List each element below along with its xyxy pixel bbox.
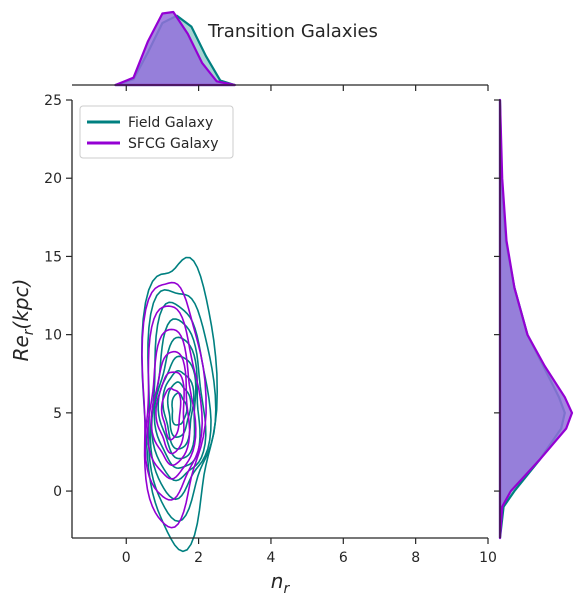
- x-tick-label: 0: [122, 550, 131, 566]
- x-tick-label: 8: [411, 550, 420, 566]
- x-tick-label: 10: [479, 550, 497, 566]
- main-contour-plot: [142, 258, 217, 552]
- legend-label-field: Field Galaxy: [128, 115, 213, 131]
- x-tick-label: 2: [194, 550, 203, 566]
- x-tick-label: 4: [266, 550, 275, 566]
- y-tick-label: 20: [44, 171, 62, 187]
- legend-label-sfcg: SFCG Galaxy: [128, 136, 218, 152]
- y-tick-label: 25: [44, 93, 62, 109]
- y-tick-label: 0: [53, 484, 62, 500]
- y-tick-label: 15: [44, 249, 62, 265]
- right-marginal-sfcg: [500, 100, 572, 538]
- chart-title: Transition Galaxies: [207, 21, 378, 42]
- y-tick-label: 10: [44, 328, 62, 344]
- y-axis-label: Rer(kpc): [9, 279, 37, 362]
- right-marginal-plot: [500, 100, 572, 538]
- y-tick-label: 5: [53, 406, 62, 422]
- legend: Field Galaxy SFCG Galaxy: [80, 106, 233, 158]
- x-tick-label: 6: [339, 550, 348, 566]
- x-axis-label: nr: [271, 569, 291, 597]
